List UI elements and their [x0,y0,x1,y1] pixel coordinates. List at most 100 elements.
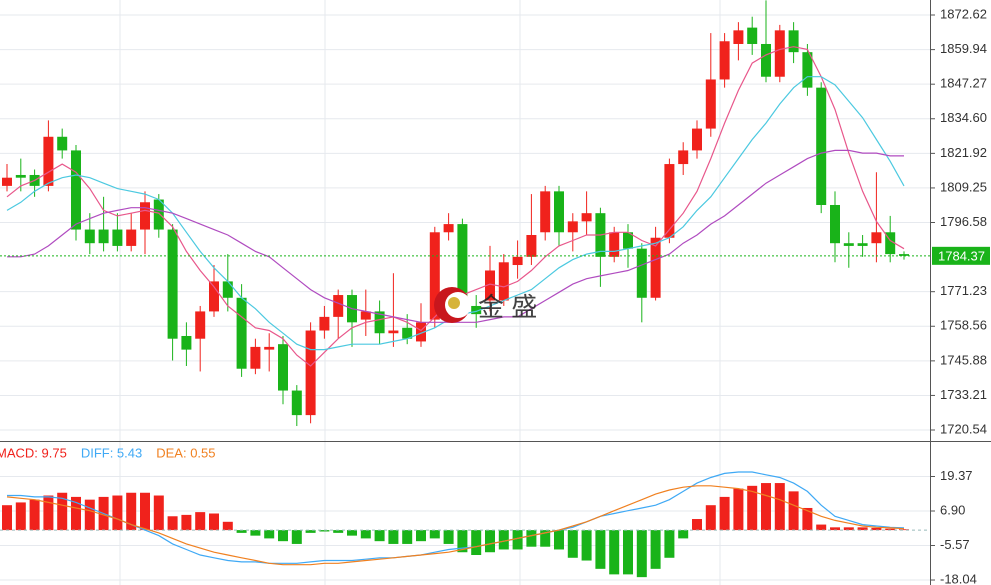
macd-bar [29,499,40,531]
macd-line [7,471,905,564]
macd-bar [526,530,537,547]
y-tick-label: 1834.60 [940,110,987,125]
macd-bar [498,530,509,550]
macd-bar [195,512,206,531]
macd-bar [595,530,606,569]
macd-bar [112,495,123,531]
candle-body [581,213,592,222]
candle-body [319,316,330,331]
macd-bar [57,492,68,531]
logo [448,297,460,309]
candle-body [15,174,26,178]
macd-bar [899,529,909,531]
candle-body [540,191,551,233]
candle-body [181,335,192,350]
candle-body [692,128,702,151]
legend-label: DEA: 0.55 [156,445,215,460]
candle-body [678,150,689,165]
candle-body [2,177,12,186]
macd-bar [719,496,730,531]
y-tick-label: 1859.94 [940,41,987,56]
y-tick-label: 19.37 [940,468,973,483]
candle-body [830,204,840,244]
y-tick-label: 1821.92 [940,145,987,160]
macd-bar [692,519,702,531]
candle-body [457,224,468,306]
candle-body [871,232,882,244]
macd-bar [443,530,454,544]
macd-bar [623,530,633,575]
candle-body [250,346,261,369]
candle-body [664,164,675,238]
legend-label: MACD: 9.75 [0,445,67,460]
candle-body [126,229,137,246]
candle-body [650,237,661,298]
macd-bar [209,513,219,531]
macd-bar [388,530,399,544]
candle-body [416,322,426,342]
candle-body [153,199,164,230]
macd-bar [540,530,551,547]
macd-bar [774,483,785,531]
candle-body [609,232,620,257]
candle-body [278,344,288,391]
candle-body [816,87,827,205]
candle-body [498,262,509,301]
macd-bar [2,505,12,531]
candle-body [71,150,81,230]
macd-bar [747,485,758,531]
candle-body [761,43,771,77]
candle-body [140,202,150,230]
macd-bar [43,495,54,531]
candle-body [554,191,564,233]
candle-body [291,390,302,416]
macd-bar [512,530,523,550]
macd-bar [236,530,247,533]
candle-body [526,235,537,257]
candle-body [84,229,95,244]
macd-bar [181,514,192,531]
candle-body [360,311,371,320]
candle-body [747,27,758,44]
candle-body [388,330,399,334]
macd-bar [871,527,882,531]
candle-body [567,221,578,233]
candle-body [719,41,730,80]
macd-bar [885,528,896,531]
macd-bar [567,530,578,558]
y-tick-label: 1796.58 [940,214,987,229]
candle-body [733,30,744,44]
candle-body [209,281,219,312]
candle-body [705,79,716,129]
macd-bar [843,527,854,531]
y-tick-label: 1758.56 [940,318,987,333]
candle-body [429,232,440,320]
macd-bar [761,483,771,531]
y-tick-label: 1771.23 [940,283,987,298]
y-tick-label: 1847.27 [940,76,987,91]
candle-body [195,311,206,339]
macd-bar [788,491,799,531]
candle-body [236,297,247,369]
macd-bar [650,530,661,569]
legend-label: DIFF: 5.43 [81,445,142,460]
macd-bar [471,530,482,556]
macd-bar [333,530,344,533]
candle-body [443,224,454,233]
macd-bar [636,530,647,578]
macd-bar [402,530,413,544]
macd-bar [140,492,150,531]
macd-bar [291,530,302,544]
candle-body [43,136,54,186]
candle-body [402,327,413,339]
macd-bar [664,530,675,558]
macd-bar [167,516,178,531]
candle-body [264,346,275,350]
candle-body [623,232,633,249]
candle-body [774,30,785,77]
y-tick-label: 1745.88 [940,352,987,367]
macd-bar [678,530,689,539]
candle-body [802,52,813,88]
candle-body [98,229,109,244]
macd-bar [319,530,330,532]
